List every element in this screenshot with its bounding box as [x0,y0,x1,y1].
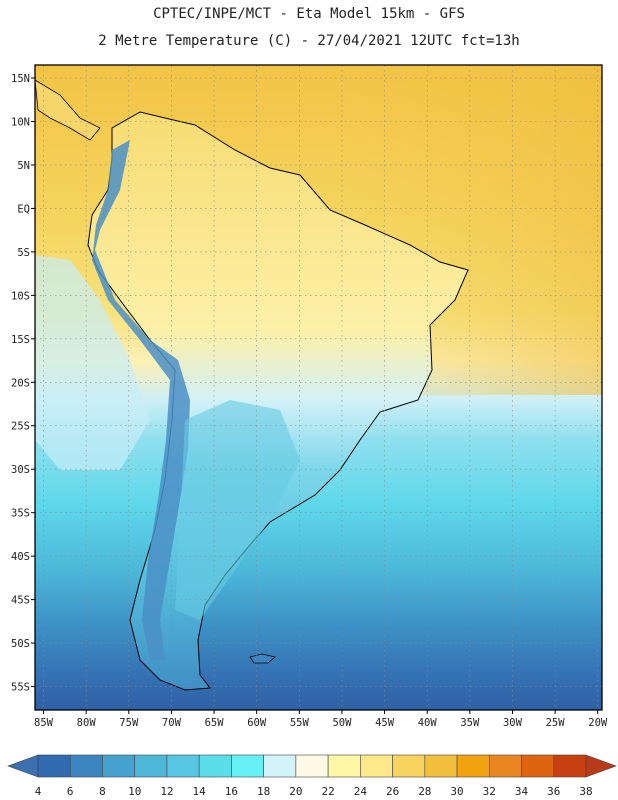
y-tick-label: 5N [17,160,30,172]
colorbar-label: 4 [35,785,42,798]
colorbar-label: 10 [128,785,141,798]
y-tick-label: 35S [11,508,30,520]
x-tick-label: 70W [162,717,182,729]
colorbar-label: 14 [193,785,207,798]
colorbar-segment [424,754,458,778]
longitude-axis: 85W 80W 75W 70W 65W 60W 55W 50W 45W 40W 35W 30W 25W 2… [34,710,608,729]
colorbar-label: 28 [418,785,431,798]
x-tick-label: 20W [588,717,608,729]
x-tick-label: 65W [205,717,225,729]
map-frame [34,64,603,711]
colorbar-segment [456,754,490,778]
colorbar-segment [392,754,426,778]
y-tick-label: 10S [11,290,30,302]
colorbar-label: 34 [515,785,529,798]
colorbar-label: 30 [450,785,463,798]
colorbar-arrow-low [7,754,39,778]
y-tick-label: 15N [11,73,30,85]
y-tick-label: 40S [11,551,30,563]
colorbar-label: 8 [99,785,106,798]
colorbar-segment [166,754,200,778]
colorbar-segment [360,754,393,778]
colorbar-segment [553,754,587,778]
colorbar-label: 24 [354,785,368,798]
colorbar: 4 6 8 10 12 14 16 18 20 22 24 26 28 30 32 34 36 38 [7,754,617,798]
colorbar-segment [231,754,264,778]
colorbar-segment [69,754,103,778]
colorbar-segment [263,754,297,778]
y-tick-label: 25S [11,421,30,433]
colorbar-segment [488,754,522,778]
y-tick-label: 20S [11,377,30,389]
colorbar-label: 20 [289,785,302,798]
colorbar-segment [134,754,168,778]
y-tick-label: 45S [11,595,30,607]
x-tick-label: 50W [332,717,352,729]
x-tick-label: 45W [375,717,395,729]
title-variable-line: 2 Metre Temperature (C) - 27/04/2021 12U… [98,33,520,49]
colorbar-segment [295,754,329,778]
x-tick-label: 40W [418,717,438,729]
y-tick-label: 15S [11,334,30,346]
y-tick-label: 55S [11,682,30,694]
colorbar-label: 6 [67,785,74,798]
colorbar-label: 22 [321,785,334,798]
colorbar-segment [198,754,232,778]
falkland-islands [249,653,276,664]
y-tick-label: EQ [17,203,30,215]
y-tick-label: 50S [11,638,30,650]
colorbar-label: 16 [225,785,238,798]
x-tick-label: 55W [290,717,310,729]
colorbar-label: 26 [386,785,399,798]
pacific-cool-tongue [35,255,150,470]
y-tick-label: 30S [11,464,30,476]
colorbar-label: 12 [160,785,173,798]
x-tick-label: 80W [77,717,97,729]
x-tick-label: 25W [546,717,566,729]
x-tick-label: 75W [119,717,139,729]
x-tick-label: 35W [460,717,480,729]
x-tick-label: 85W [34,717,54,729]
colorbar-segment [521,754,555,778]
colorbar-label: 38 [579,785,592,798]
colorbar-arrow-high [585,754,617,778]
andes-cold-ridge [92,140,190,660]
colorbar-label: 18 [257,785,270,798]
colorbar-label: 32 [483,785,496,798]
x-tick-label: 60W [247,717,267,729]
y-tick-label: 10N [11,117,30,129]
colorbar-label: 36 [547,785,560,798]
colorbar-segment [102,754,136,778]
latitude-axis: 15N 10N 5N EQ 5S 10S 15S 20S 25S 30S 35S 40S 45S 50S 5… [11,73,35,694]
central-america-land [35,79,101,141]
colorbar-segment [327,754,361,778]
patagonian-plateau [175,400,300,620]
y-tick-label: 5S [17,247,30,259]
x-tick-label: 30W [503,717,523,729]
colorbar-segment [37,754,71,778]
title-source-line: CPTEC/INPE/MCT - Eta Model 15km - GFS [153,6,465,22]
